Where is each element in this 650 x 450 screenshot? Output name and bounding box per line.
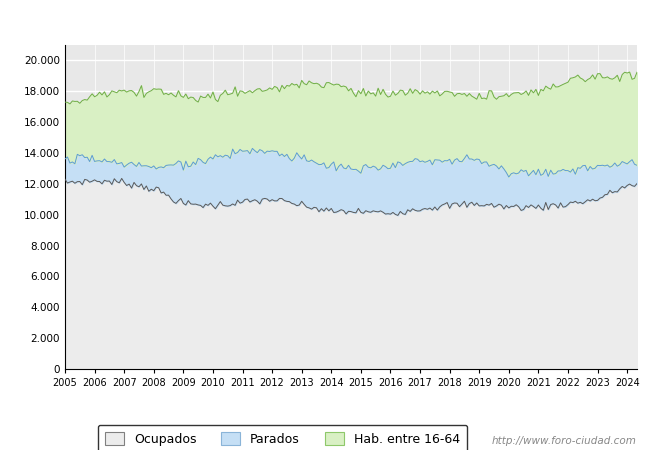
- Text: http://www.foro-ciudad.com: http://www.foro-ciudad.com: [492, 436, 637, 446]
- Legend: Ocupados, Parados, Hab. entre 16-64: Ocupados, Parados, Hab. entre 16-64: [98, 425, 467, 450]
- Text: Martorell - Evolucion de la poblacion en edad de Trabajar Mayo de 2024: Martorell - Evolucion de la poblacion en…: [50, 13, 600, 28]
